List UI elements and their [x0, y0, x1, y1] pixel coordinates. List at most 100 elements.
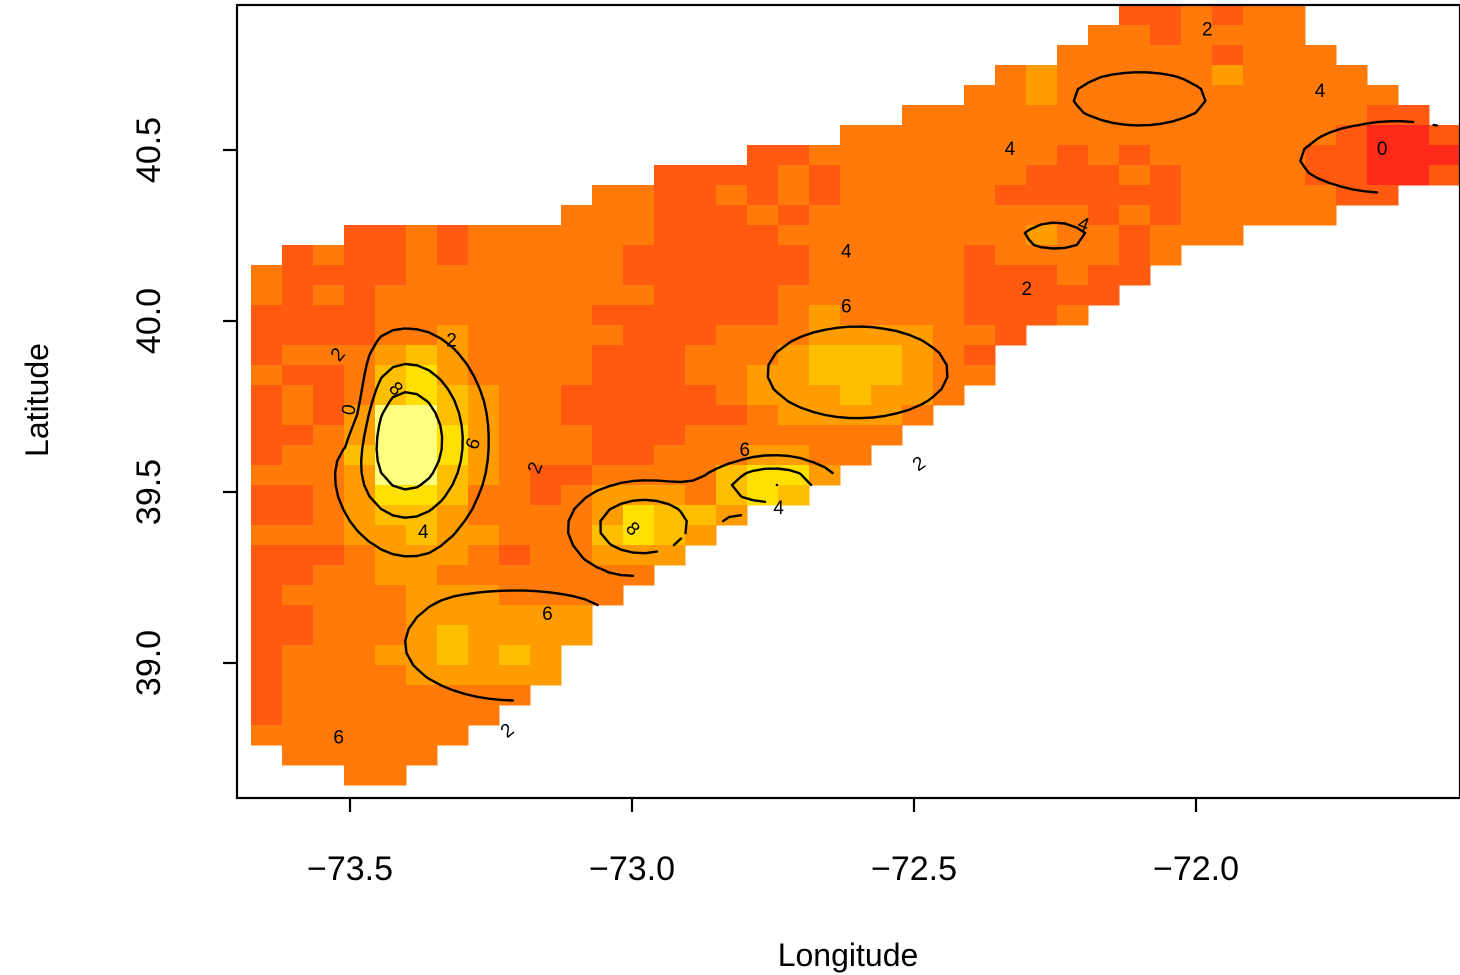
- heatmap-cell: [716, 225, 748, 246]
- heatmap-cell: [716, 205, 748, 226]
- heatmap-cell: [344, 345, 376, 366]
- heatmap-cell: [933, 265, 965, 286]
- heatmap-cell: [251, 725, 283, 746]
- heatmap-cell: [1305, 145, 1337, 166]
- heatmap-cell: [282, 585, 314, 606]
- heatmap-cell: [313, 685, 345, 706]
- heatmap-cell: [344, 665, 376, 686]
- heatmap-cell: [499, 525, 531, 546]
- heatmap-cell: [468, 605, 500, 626]
- heatmap-cell: [1305, 105, 1337, 126]
- heatmap-cell: [375, 685, 407, 706]
- heatmap-cell: [251, 585, 283, 606]
- heatmap-cell: [778, 445, 810, 466]
- heatmap-cell: [933, 125, 965, 146]
- heatmap-cell: [282, 725, 314, 746]
- heatmap-cell: [530, 485, 562, 506]
- heatmap-cell: [1212, 25, 1244, 46]
- heatmap-cell: [251, 385, 283, 406]
- heatmap-cell: [809, 425, 841, 446]
- heatmap-cell: [530, 345, 562, 366]
- heatmap-cell: [437, 665, 469, 686]
- heatmap-cell: [840, 145, 872, 166]
- heatmap-cell: [840, 125, 872, 146]
- heatmap-cell: [282, 385, 314, 406]
- heatmap-cell: [685, 205, 717, 226]
- heatmap-cell: [468, 685, 500, 706]
- heatmap-cell: [313, 465, 345, 486]
- heatmap-cell: [685, 185, 717, 206]
- y-tick-label: 40.5: [130, 117, 168, 183]
- heatmap-cell: [251, 705, 283, 726]
- heatmap-cell: [1057, 205, 1089, 226]
- heatmap-cell: [1429, 125, 1460, 146]
- heatmap-cell: [592, 365, 624, 386]
- heatmap-cell: [468, 625, 500, 646]
- heatmap-cell: [499, 405, 531, 426]
- heatmap-cell: [840, 425, 872, 446]
- heatmap-cell: [623, 505, 655, 526]
- heatmap-cell: [747, 325, 779, 346]
- heatmap-cell: [592, 465, 624, 486]
- heatmap-cell: [1181, 145, 1213, 166]
- heatmap-cell: [654, 225, 686, 246]
- heatmap-cell: [375, 605, 407, 626]
- contour-label: 6: [333, 727, 344, 748]
- heatmap-cell: [375, 225, 407, 246]
- contour-lines: [333, 71, 1439, 702]
- heatmap-cell: [871, 245, 903, 266]
- heatmap-cell: [530, 385, 562, 406]
- heatmap-cell: [654, 265, 686, 286]
- heatmap-cell: [902, 305, 934, 326]
- heatmap-cell: [623, 565, 655, 586]
- contour-label: 0: [338, 403, 361, 417]
- heatmap-cell: [902, 285, 934, 306]
- heatmap-cell: [530, 605, 562, 626]
- heatmap-cell: [716, 365, 748, 386]
- heatmap-cell: [1119, 205, 1151, 226]
- heatmap-cell: [375, 425, 407, 446]
- heatmap-cell: [375, 745, 407, 766]
- heatmap-cell: [406, 225, 438, 246]
- heatmap-cell: [561, 225, 593, 246]
- heatmap-cell: [1057, 65, 1089, 86]
- heatmap-cell: [840, 345, 872, 366]
- heatmap-cell: [344, 625, 376, 646]
- heatmap-cell: [530, 585, 562, 606]
- heatmap-cell: [530, 565, 562, 586]
- heatmap-cell: [933, 225, 965, 246]
- heatmap-cell: [685, 365, 717, 386]
- heatmap-cell: [468, 505, 500, 526]
- heatmap-cell: [344, 725, 376, 746]
- heatmap-cell: [809, 145, 841, 166]
- heatmap-cell: [499, 625, 531, 646]
- heatmap-cell: [902, 105, 934, 126]
- contour-label: 2: [446, 331, 457, 352]
- heatmap-cell: [1398, 165, 1430, 186]
- heatmap-cell: [406, 525, 438, 546]
- heatmap-cell: [623, 365, 655, 386]
- heatmap-cell: [344, 325, 376, 346]
- heatmap-cell: [592, 485, 624, 506]
- heatmap-cell: [840, 385, 872, 406]
- heatmap-cell: [964, 245, 996, 266]
- contour-line-level-4: [333, 71, 1207, 702]
- heatmap-cell: [406, 425, 438, 446]
- heatmap-cell: [313, 745, 345, 766]
- heatmap-cell: [933, 205, 965, 226]
- heatmap-cell: [933, 185, 965, 206]
- heatmap-cell: [809, 165, 841, 186]
- heatmap-cell: [716, 245, 748, 266]
- heatmap-cell: [654, 165, 686, 186]
- y-axis-label: Latitude: [19, 343, 55, 457]
- x-axis-label: Longitude: [778, 937, 919, 973]
- heatmap-cell: [499, 465, 531, 486]
- heatmap-cell: [1057, 145, 1089, 166]
- heatmap-cell: [313, 725, 345, 746]
- heatmap-cell: [437, 645, 469, 666]
- heatmap-cell: [406, 625, 438, 646]
- x-tick-label: −72.0: [1153, 850, 1239, 888]
- heatmap-cell: [375, 285, 407, 306]
- heatmap-cell: [747, 225, 779, 246]
- heatmap-cell: [344, 245, 376, 266]
